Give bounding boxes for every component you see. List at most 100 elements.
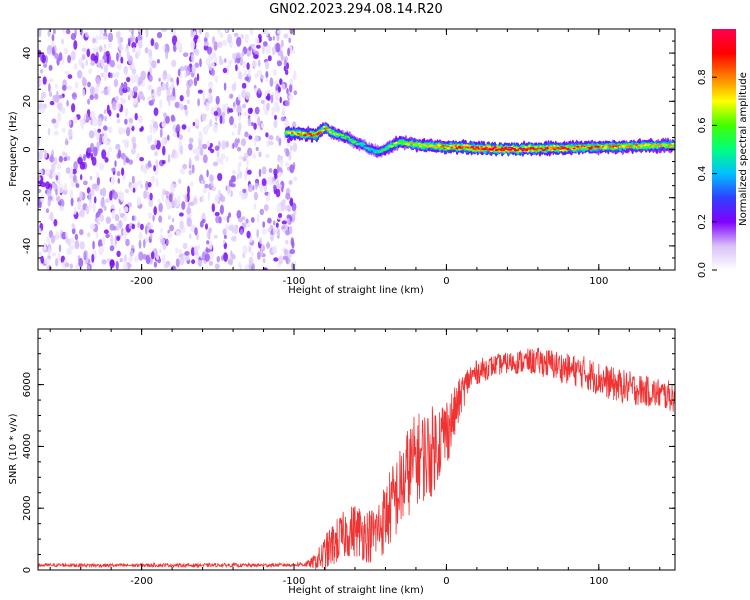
signal-track-cell (322, 125, 326, 128)
noise-speckle (171, 217, 175, 223)
noise-speckle (179, 220, 184, 230)
noise-speckle (132, 142, 137, 149)
noise-speckle (95, 162, 99, 167)
noise-speckle (228, 212, 232, 218)
noise-speckle (193, 76, 198, 87)
noise-speckle (106, 150, 110, 158)
noise-speckle (219, 204, 224, 215)
noise-speckle (205, 248, 211, 253)
noise-speckle (271, 46, 276, 56)
noise-speckle (127, 94, 131, 101)
noise-speckle (268, 141, 274, 146)
noise-speckle (128, 29, 133, 33)
noise-speckle (59, 205, 65, 212)
noise-speckle (91, 183, 98, 190)
signal-track-cell (637, 146, 641, 149)
noise-speckle (217, 41, 223, 48)
noise-speckle (254, 135, 260, 142)
noise-speckle (113, 78, 119, 88)
noise-speckle (198, 132, 203, 141)
noise-speckle (248, 46, 252, 51)
signal-track-cell (601, 145, 606, 148)
noise-speckle (252, 153, 257, 160)
signal-track-cell (347, 136, 351, 139)
noise-speckle (73, 161, 78, 171)
noise-speckle (273, 220, 276, 226)
noise-speckle (97, 216, 102, 223)
noise-speckle (104, 29, 107, 33)
noise-speckle (116, 113, 120, 118)
noise-speckle (116, 235, 121, 242)
signal-track-cell (531, 147, 535, 149)
noise-speckle (227, 60, 232, 68)
noise-speckle (152, 127, 157, 134)
noise-speckle (289, 29, 294, 35)
noise-speckle (253, 191, 258, 201)
signal-track-cell (442, 144, 446, 147)
noise-speckle (81, 122, 84, 130)
signal-track-cell (292, 131, 296, 133)
noise-speckle (162, 145, 166, 156)
noise-speckle (272, 245, 278, 255)
noise-speckle (181, 124, 187, 130)
noise-speckle (43, 63, 48, 68)
noise-speckle (131, 136, 136, 145)
noise-speckle (227, 259, 233, 265)
noise-speckle (88, 68, 93, 74)
noise-speckle (51, 34, 55, 42)
noise-speckle (156, 31, 163, 39)
noise-speckle (167, 154, 171, 163)
noise-speckle (153, 165, 157, 172)
noise-speckle (258, 168, 262, 178)
noise-speckle (255, 37, 260, 44)
noise-speckle (61, 84, 67, 91)
noise-speckle (269, 234, 274, 242)
noise-speckle (170, 83, 174, 91)
noise-speckle (74, 233, 79, 241)
noise-speckle (122, 215, 128, 222)
noise-speckle (262, 41, 268, 47)
noise-speckle (136, 196, 141, 206)
noise-speckle (51, 118, 57, 124)
noise-speckle (41, 54, 46, 64)
noise-speckle (181, 169, 185, 175)
signal-track-cell (543, 148, 547, 151)
noise-speckle (250, 121, 254, 127)
noise-speckle (178, 134, 183, 141)
noise-speckle (70, 51, 76, 61)
noise-speckle (103, 205, 107, 212)
noise-speckle (179, 255, 185, 266)
noise-speckle (165, 81, 169, 91)
noise-speckle (266, 93, 271, 101)
noise-speckle (134, 112, 138, 121)
noise-speckle (237, 93, 241, 101)
noise-speckle (210, 69, 216, 76)
noise-speckle (194, 154, 200, 162)
noise-speckle (40, 194, 45, 203)
noise-speckle (214, 263, 220, 270)
signal-track-cell (354, 141, 358, 143)
signal-track-cell (490, 148, 494, 151)
noise-speckle (62, 151, 66, 157)
noise-speckle (219, 32, 224, 38)
noise-speckle (56, 57, 60, 66)
noise-speckle (123, 233, 127, 243)
signal-track-cell (500, 147, 504, 150)
page-title: GN02.2023.294.08.14.R20 (269, 2, 443, 17)
noise-speckle (199, 58, 202, 68)
signal-track-cell (471, 146, 475, 149)
noise-speckle (236, 36, 242, 47)
noise-speckle (194, 118, 200, 126)
noise-speckle (266, 139, 271, 148)
noise-speckle (187, 126, 191, 133)
noise-speckle (219, 115, 223, 125)
noise-speckle (111, 209, 116, 220)
noise-speckle (79, 210, 83, 217)
noise-speckle (136, 153, 141, 159)
noise-speckle (159, 128, 163, 138)
noise-speckle (285, 230, 290, 236)
noise-speckle (226, 215, 230, 223)
noise-speckle (199, 148, 204, 156)
signal-track-cell (360, 144, 364, 147)
noise-speckle (57, 253, 61, 261)
